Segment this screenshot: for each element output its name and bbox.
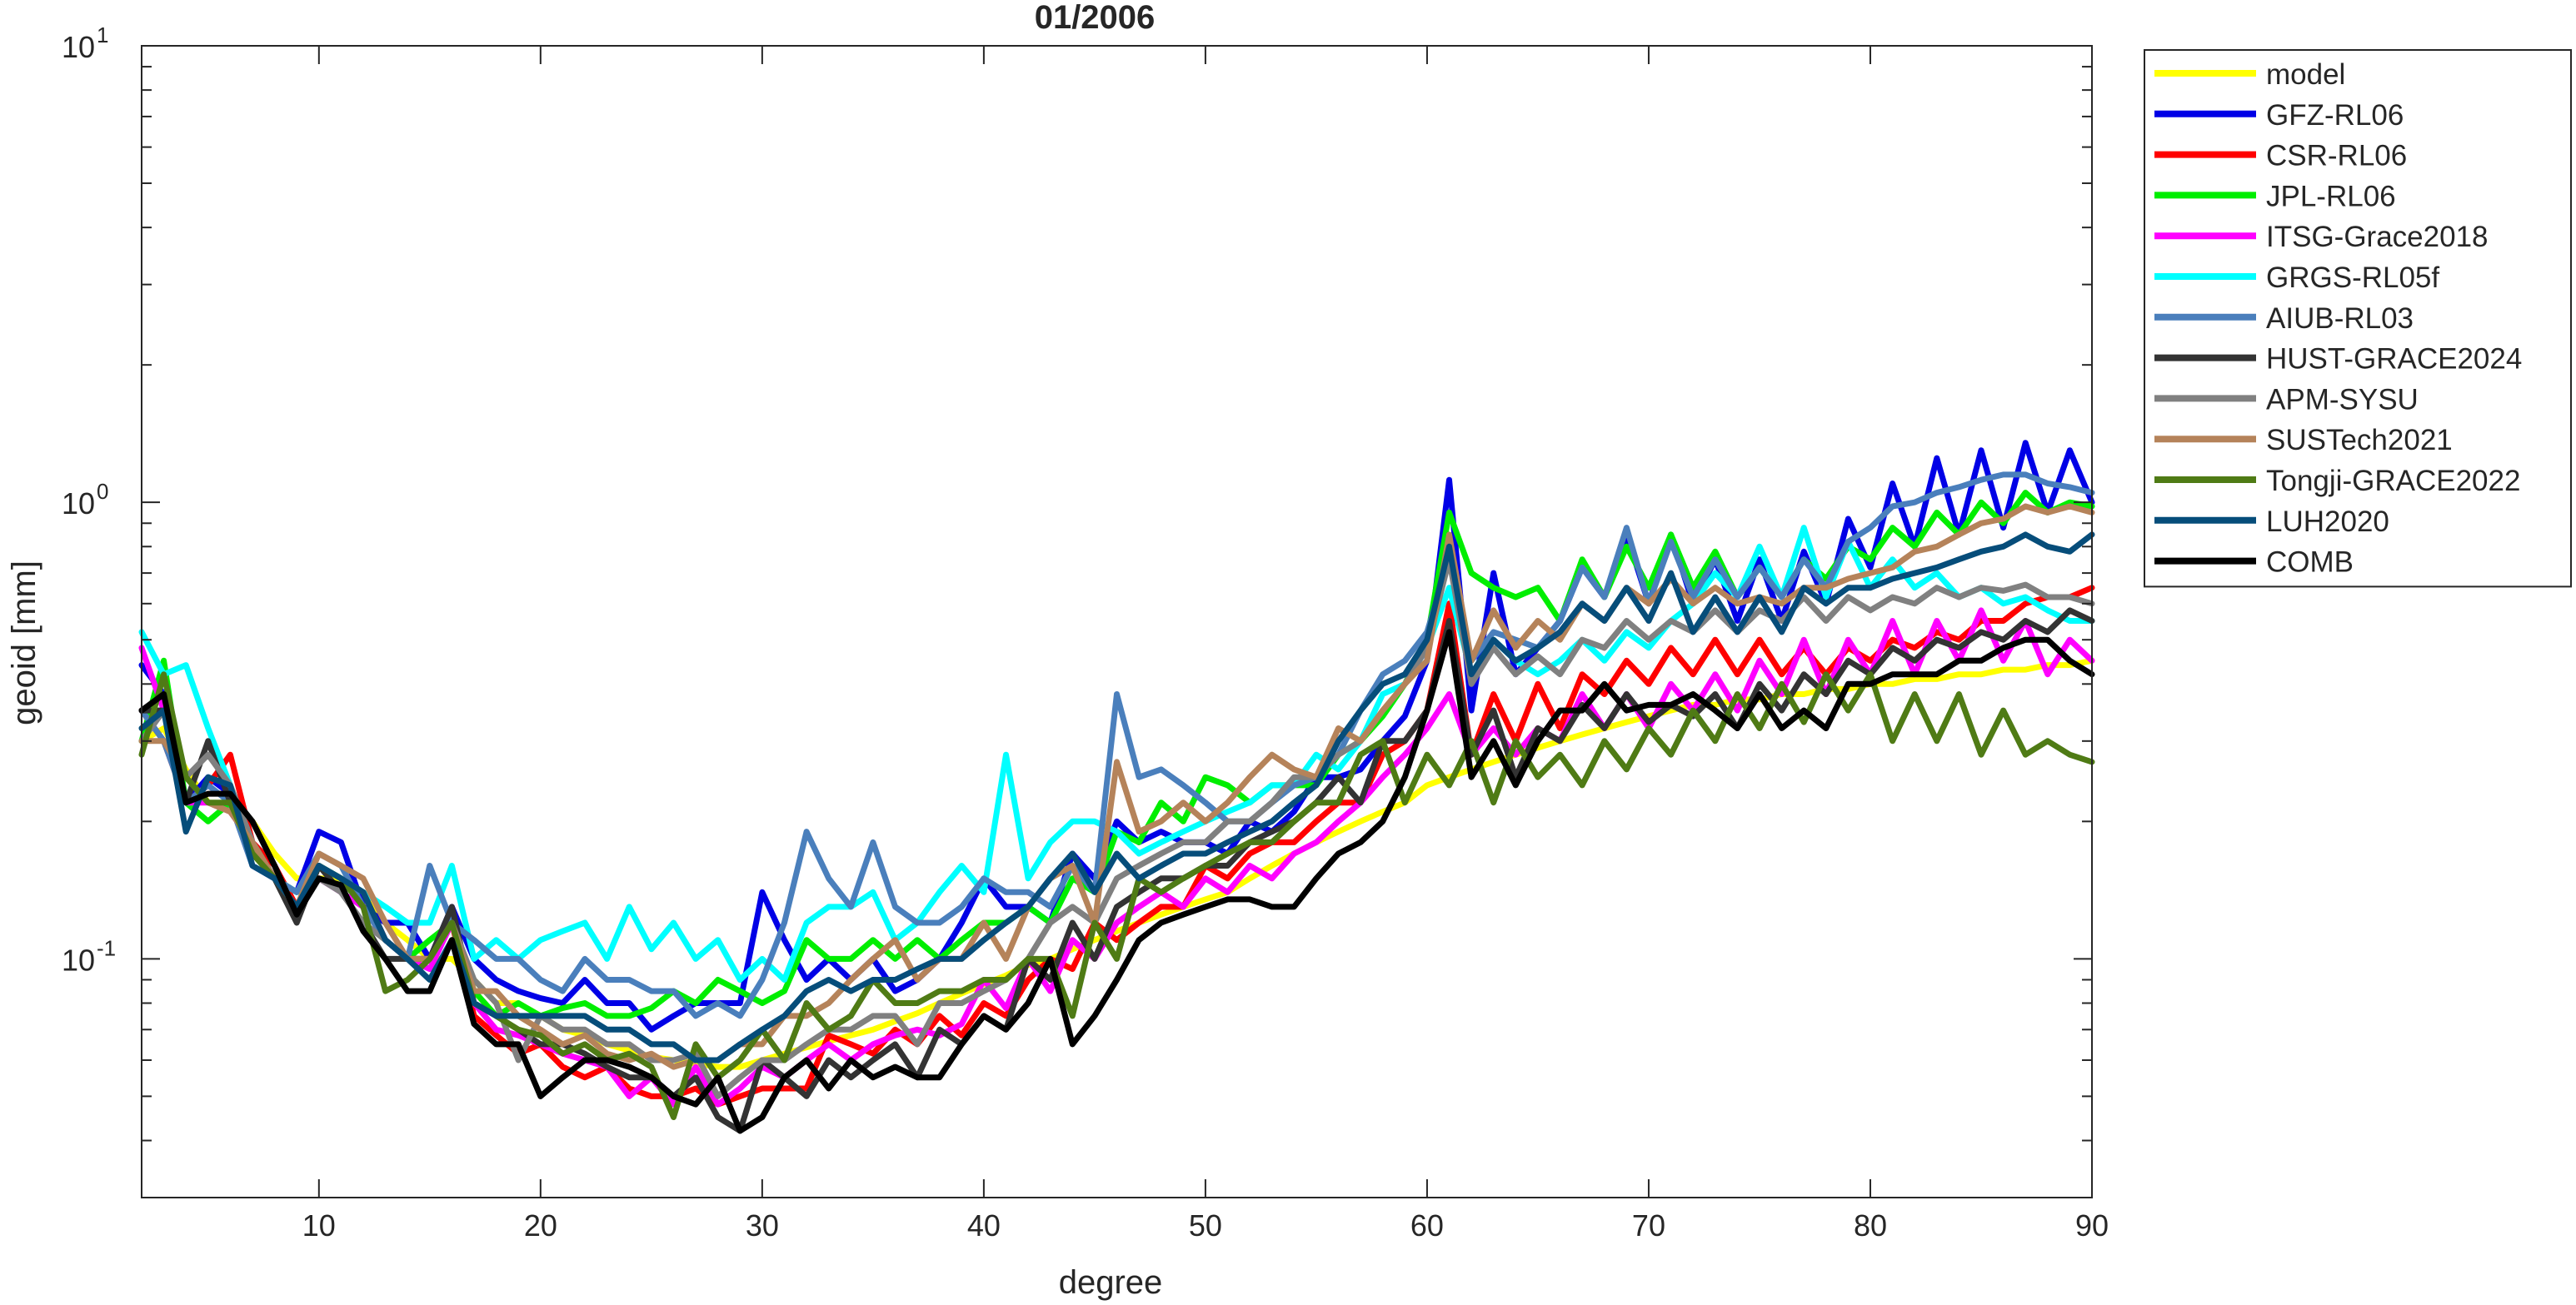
x-tick-label: 60: [1410, 1208, 1444, 1243]
axes-box: [141, 45, 2093, 1198]
x-tick-label: 80: [1854, 1208, 1887, 1243]
series-line-luh2020: [138, 531, 2095, 1063]
y-axis-label: geoid [mm]: [6, 560, 42, 725]
legend-label-luh2020: LUH2020: [2266, 506, 2389, 538]
legend-label-sustech2021: SUSTech2021: [2266, 424, 2453, 456]
x-tick-label: 90: [2075, 1208, 2109, 1243]
series-line-aiub-rl03: [138, 471, 2095, 1019]
legend-label-grgs-rl05f: GRGS-RL05f: [2266, 261, 2439, 294]
legend-label-itsg-grace2018: ITSG-Grace2018: [2266, 221, 2489, 253]
x-tick-label: 50: [1189, 1208, 1222, 1243]
legend-label-jpl-rl06: JPL-RL06: [2266, 180, 2396, 212]
y-tick-exponent: 1: [97, 22, 108, 47]
x-tick-label: 30: [746, 1208, 779, 1243]
x-tick-label: 20: [524, 1208, 557, 1243]
y-tick-label: 10: [62, 943, 95, 977]
x-axis-label: degree: [1059, 1264, 1163, 1301]
legend-label-model: model: [2266, 58, 2345, 91]
legend-label-comb: COMB: [2266, 546, 2354, 579]
series-line-comb: [138, 629, 2095, 1134]
legend: model GFZ-RL06 CSR-RL06 JPL-RL06 ITSG-Grace2…: [2144, 49, 2572, 588]
legend-label-hust-grace2024: HUST-GRACE2024: [2266, 343, 2522, 376]
y-tick-exponent: -1: [97, 935, 116, 960]
x-tick-label: 40: [967, 1208, 1001, 1243]
legend-label-tongji-grace2022: Tongji-GRACE2022: [2266, 465, 2520, 497]
x-tick-label: 10: [302, 1208, 336, 1243]
legend-label-aiub-rl03: AIUB-RL03: [2266, 302, 2414, 335]
chart-title: 01/2006: [1035, 0, 1156, 36]
series-line-grgs-rl05f: [138, 525, 2095, 983]
legend-label-apm-sysu: APM-SYSU: [2266, 383, 2419, 416]
plot-area: [142, 46, 2092, 1198]
x-tick-label: 70: [1632, 1208, 1665, 1243]
y-tick-label: 10: [62, 486, 95, 521]
legend-label-csr-rl06: CSR-RL06: [2266, 140, 2407, 172]
series-layer: [138, 440, 2095, 1134]
legend-label-gfz-rl06: GFZ-RL06: [2266, 99, 2404, 132]
y-tick-exponent: 0: [97, 479, 108, 504]
y-tick-label: 10: [62, 30, 95, 64]
